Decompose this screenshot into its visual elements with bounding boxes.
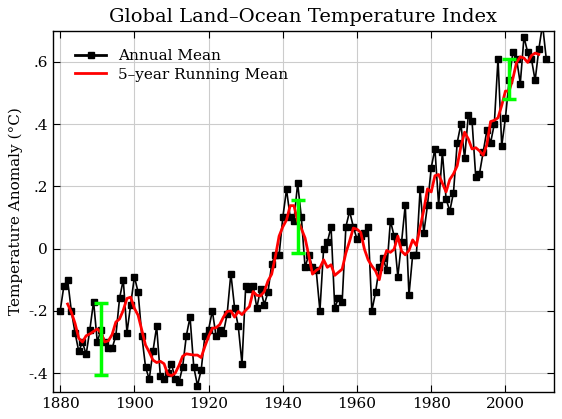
Annual Mean: [450, 190, 457, 195]
5–year Running Mean: [64, 302, 71, 307]
5–year Running Mean: [532, 51, 538, 56]
5–year Running Mean: [242, 308, 249, 313]
Y-axis label: Temperature Anomaly (°C): Temperature Anomaly (°C): [8, 107, 22, 315]
5–year Running Mean: [261, 289, 268, 294]
Line: 5–year Running Mean: 5–year Running Mean: [67, 53, 539, 375]
5–year Running Mean: [168, 373, 175, 378]
5–year Running Mean: [536, 52, 542, 57]
Annual Mean: [194, 383, 201, 388]
5–year Running Mean: [313, 268, 320, 273]
Annual Mean: [116, 296, 123, 301]
Annual Mean: [57, 308, 64, 313]
Annual Mean: [224, 311, 230, 316]
5–year Running Mean: [183, 351, 190, 356]
Annual Mean: [98, 327, 105, 332]
Annual Mean: [209, 308, 216, 313]
Title: Global Land–Ocean Temperature Index: Global Land–Ocean Temperature Index: [109, 8, 497, 26]
5–year Running Mean: [473, 145, 479, 150]
Line: Annual Mean: Annual Mean: [57, 22, 549, 388]
Legend: Annual Mean, 5–year Running Mean: Annual Mean, 5–year Running Mean: [75, 49, 288, 82]
5–year Running Mean: [517, 54, 524, 59]
Annual Mean: [539, 22, 546, 27]
Annual Mean: [454, 140, 461, 145]
Annual Mean: [543, 56, 550, 61]
